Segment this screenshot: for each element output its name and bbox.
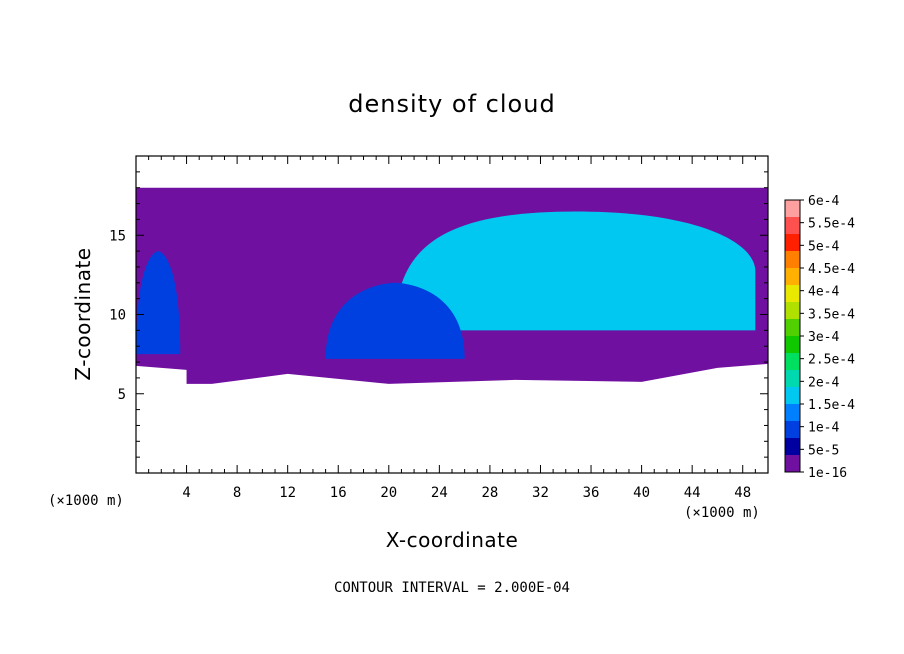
- x-tick-label: 12: [279, 485, 296, 501]
- colorbar-swatch: [785, 336, 800, 354]
- x-tick-label: 28: [481, 485, 498, 501]
- colorbar-swatch: [785, 217, 800, 235]
- x-unit-label: (×1000 m): [684, 505, 760, 521]
- chart-title: density of cloud: [348, 90, 555, 118]
- colorbar-swatch: [785, 455, 800, 473]
- colorbar-swatch: [785, 251, 800, 269]
- colorbar-label: 4.5e-4: [808, 262, 855, 277]
- x-tick-label: 4: [182, 485, 190, 501]
- colorbar-swatch: [785, 421, 800, 439]
- colorbar-label: 4e-4: [808, 285, 839, 300]
- x-tick-label: 48: [734, 485, 751, 501]
- y-unit-label: (×1000 m): [48, 493, 124, 509]
- colorbar-swatch: [785, 234, 800, 252]
- colorbar-label: 3e-4: [808, 330, 839, 345]
- x-tick-label: 16: [330, 485, 347, 501]
- colorbar-label: 6e-4: [808, 194, 839, 209]
- y-axis-label: Z-coordinate: [71, 247, 95, 380]
- y-tick-label: 5: [118, 387, 126, 403]
- colorbar: 6e-4 5.5e-4 5e-4 4.5e-4 4e-4 3.5e-4 3e-4 2.5e-4…: [784, 194, 855, 481]
- colorbar-label: 5e-5: [808, 443, 839, 458]
- x-axis-ticks: 4 8 12 16 20 24 28 32 36 40 44 48: [148, 156, 756, 501]
- x-tick-label: 8: [233, 485, 241, 501]
- contour-region-right-cloud-core: [395, 211, 756, 331]
- colorbar-swatch: [785, 319, 800, 337]
- y-tick-label: 10: [109, 308, 126, 324]
- colorbar-label: 5e-4: [808, 239, 839, 254]
- colorbar-label: 2e-4: [808, 375, 839, 390]
- contour-interval-note: CONTOUR INTERVAL = 2.000E-04: [334, 580, 570, 596]
- x-tick-label: 24: [431, 485, 448, 501]
- colorbar-swatch: [785, 285, 800, 303]
- colorbar-label: 1e-4: [808, 421, 839, 436]
- contour-regions: [136, 187, 768, 384]
- colorbar-swatch: [785, 404, 800, 422]
- colorbar-label: 5.5e-4: [808, 217, 855, 232]
- x-tick-label: 20: [380, 485, 397, 501]
- colorbar-label: 3.5e-4: [808, 307, 855, 322]
- x-axis-label: X-coordinate: [386, 528, 519, 552]
- x-tick-label: 36: [583, 485, 600, 501]
- colorbar-swatch: [785, 200, 800, 218]
- colorbar-swatch: [785, 302, 800, 320]
- colorbar-swatch: [785, 438, 800, 456]
- colorbar-swatch: [785, 353, 800, 371]
- colorbar-label: 1.5e-4: [808, 398, 855, 413]
- colorbar-swatch: [785, 370, 800, 388]
- x-tick-label: 32: [532, 485, 549, 501]
- contour-region-left-edge: [136, 251, 181, 355]
- y-axis-ticks: 5 10 15: [109, 171, 768, 458]
- colorbar-label: 1e-16: [808, 466, 847, 481]
- colorbar-label: 2.5e-4: [808, 353, 855, 368]
- x-tick-label: 44: [684, 485, 701, 501]
- x-tick-label: 40: [633, 485, 650, 501]
- colorbar-swatch: [785, 268, 800, 286]
- colorbar-swatch: [785, 387, 800, 405]
- contour-region-mid-cloud: [325, 282, 465, 359]
- y-tick-label: 15: [109, 228, 126, 244]
